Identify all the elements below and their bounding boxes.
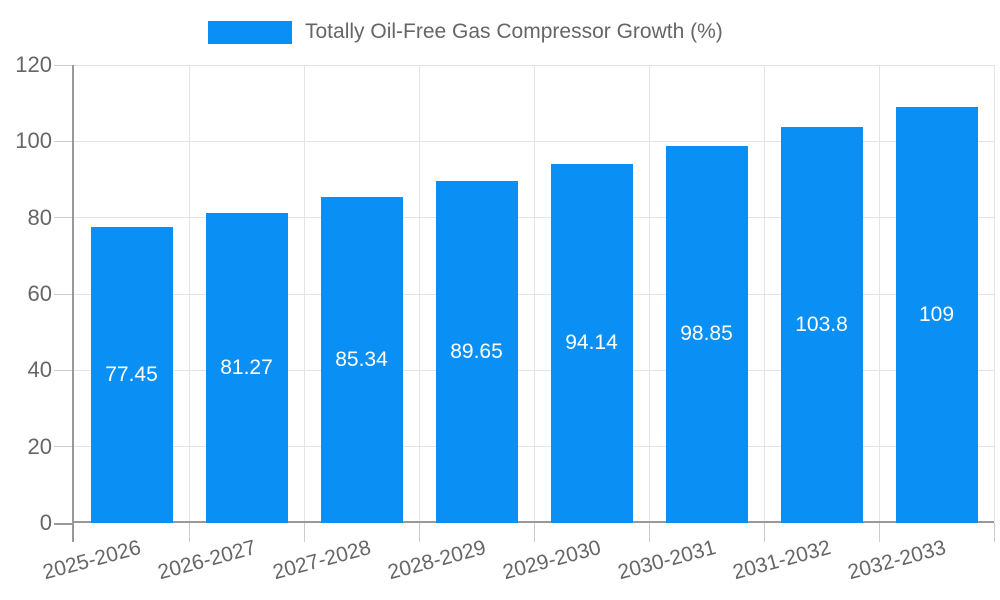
x-axis-tick — [648, 523, 650, 542]
x-axis-tick — [418, 523, 420, 542]
x-gridline — [763, 65, 765, 523]
x-axis-label: 2027-2028 — [270, 536, 374, 585]
x-axis-label: 2029-2030 — [500, 536, 604, 585]
y-axis-label: 20 — [27, 433, 52, 459]
bar-value-label: 94.14 — [565, 331, 618, 355]
x-axis-tick — [993, 523, 995, 542]
x-axis-tick — [878, 523, 880, 542]
y-axis-label: 60 — [27, 281, 52, 306]
bar-2030-2031[interactable]: 98.85 — [665, 145, 748, 523]
bar-value-label: 85.34 — [335, 348, 388, 372]
y-axis-tick — [54, 293, 74, 295]
x-gridline — [188, 65, 190, 523]
chart-legend[interactable]: Totally Oil-Free Gas Compressor Growth (… — [208, 19, 723, 45]
y-axis-label: 0 — [39, 510, 52, 535]
bar-value-label: 89.65 — [450, 339, 503, 363]
y-axis-tick — [54, 64, 74, 66]
bar-2025-2026[interactable]: 77.45 — [90, 227, 173, 523]
x-gridline — [878, 65, 880, 523]
x-axis-tick — [72, 523, 74, 542]
x-axis-label: 2032-2033 — [845, 536, 949, 585]
bar-value-label: 77.45 — [105, 363, 158, 387]
bar-value-label: 81.27 — [220, 355, 273, 379]
y-axis-label: 120 — [15, 52, 52, 77]
bar-value-label: 109 — [918, 302, 955, 326]
x-axis-line — [72, 521, 994, 523]
legend-label: Totally Oil-Free Gas Compressor Growth (… — [305, 20, 723, 43]
y-axis-tick — [54, 140, 74, 142]
x-axis-label: 2026-2027 — [155, 536, 259, 585]
x-gridline — [418, 65, 420, 523]
y-axis-tick — [54, 217, 74, 219]
y-axis-tick — [54, 446, 74, 448]
bar-2027-2028[interactable]: 85.34 — [320, 197, 403, 523]
bar-value-label: 103.8 — [795, 312, 848, 336]
x-axis-tick — [188, 523, 190, 542]
x-axis-tick — [303, 523, 305, 542]
bar-value-label: 98.85 — [680, 322, 733, 346]
y-axis-label: 40 — [27, 357, 52, 383]
bar-2032-2033[interactable]: 109 — [895, 106, 978, 523]
x-gridline — [533, 65, 535, 523]
y-axis-label: 100 — [15, 128, 52, 154]
x-gridline — [993, 65, 995, 523]
bar-2029-2030[interactable]: 94.14 — [550, 163, 633, 523]
x-gridline — [303, 65, 305, 523]
x-gridline — [648, 65, 650, 523]
legend-swatch — [208, 20, 292, 44]
y-axis-tick — [54, 369, 74, 371]
x-axis-label: 2031-2032 — [730, 536, 834, 585]
bar-2026-2027[interactable]: 81.27 — [205, 212, 288, 523]
bar-2028-2029[interactable]: 89.65 — [435, 180, 518, 523]
bar-2031-2032[interactable]: 103.8 — [780, 126, 863, 523]
x-axis-tick — [763, 523, 765, 542]
x-axis-tick — [533, 523, 535, 542]
y-axis-tick — [54, 522, 74, 525]
y-axis-label: 80 — [27, 204, 52, 230]
x-axis-label: 2030-2031 — [615, 536, 719, 585]
x-axis-label: 2028-2029 — [385, 536, 489, 585]
y-axis-line — [72, 65, 74, 523]
x-axis-label: 2025-2026 — [40, 536, 144, 585]
